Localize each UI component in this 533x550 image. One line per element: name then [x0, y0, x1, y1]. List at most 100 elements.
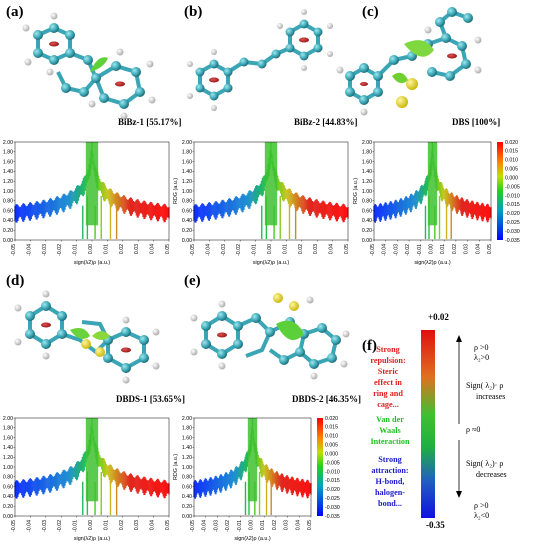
x-tick-label: 0.05: [165, 244, 171, 254]
y-tick-label: 0.60: [362, 208, 372, 214]
x-tick-label: -0.02: [225, 520, 231, 532]
y-axis-label: RDG (a.u.): [173, 178, 179, 204]
panel-label-d: (d): [6, 273, 24, 289]
repulsion-line-0: Strong: [376, 345, 400, 354]
y-tick-label: 1.00: [362, 189, 372, 195]
colorbar-tick-label: -0.030: [325, 505, 340, 511]
y-tick-label: 0.60: [3, 484, 13, 490]
rho-positive-lambda-positive-1: λ₂>0: [474, 353, 489, 362]
colorbar-tick-label: 0.010: [325, 434, 338, 440]
colorbar-tick-label: 0.020: [325, 416, 338, 422]
molecule-image-b: [187, 9, 333, 111]
rdg-chart-c: 0.00 0.20 0.40 0.60 0.80 1.00 1.20 1.40 1.60 1.80…: [353, 140, 520, 266]
x-tick-label: 0.05: [487, 244, 493, 254]
vdw-line-1: Waals: [379, 426, 400, 435]
colorbar-tick-label: -0.030: [505, 229, 520, 235]
colorbar-tick-label: -0.020: [505, 211, 520, 217]
x-tick-label: -0.04: [205, 244, 211, 256]
repulsion-label: Strong repulsion: Steric effect in ring …: [370, 345, 405, 409]
y-tick-label: 0.40: [182, 494, 192, 500]
y-tick-label: 1.40: [182, 445, 192, 451]
y-tick-label: 0.20: [182, 228, 192, 234]
x-tick-label: -0.04: [382, 244, 388, 256]
x-tick-label: 0.04: [295, 520, 301, 530]
y-tick-label: 1.20: [182, 455, 192, 461]
x-tick-label: -0.02: [405, 244, 411, 256]
panel-label-e: (e): [184, 273, 201, 289]
y-tick-label: 1.80: [182, 426, 192, 432]
x-tick-label: -0.04: [26, 244, 32, 256]
colorbar-tick-label: -0.025: [325, 496, 340, 502]
y-axis-label: RDG (a.u.): [353, 178, 359, 204]
attraction-label: Strong attraction: H-bond, halogen- bond…: [371, 455, 408, 508]
x-tick-label: 0.04: [329, 244, 335, 254]
y-tick-label: 0.60: [3, 208, 13, 214]
panel-label-f: (f): [362, 338, 377, 354]
y-tick-label: 0.40: [3, 218, 13, 224]
colorbar-tick-label: 0.020: [505, 140, 518, 146]
colorbar-tick-label: -0.015: [325, 478, 340, 484]
repulsion-line-2: Steric: [378, 367, 399, 376]
x-tick-label: 0.02: [298, 244, 304, 254]
y-tick-label: 1.20: [182, 179, 192, 185]
rdg-chart-d: 0.00 0.20 0.40 0.60 0.80 1.00 1.20 1.40 1.60 1.80…: [3, 416, 171, 542]
x-tick-label: 0.00: [249, 520, 255, 530]
rdg-scatter-points: [14, 418, 170, 516]
x-tick-label: -0.03: [213, 520, 219, 532]
y-tick-label: 1.80: [3, 426, 13, 432]
y-tick-label: 0.00: [362, 238, 372, 244]
vdw-line-2: Interaction: [370, 437, 410, 446]
colorbar-tick-label: 0.000: [325, 451, 338, 457]
x-tick-label: 0.01: [282, 244, 288, 254]
y-tick-label: 0.20: [362, 228, 372, 234]
colorbar-tick-label: -0.035: [325, 514, 340, 520]
molecule-image-a: [22, 12, 156, 120]
x-tick-label: 0.03: [134, 244, 140, 254]
caption-e: DBDS-2 [46.35%]: [292, 394, 361, 404]
attraction-line-0: Strong: [378, 455, 402, 464]
x-tick-label: 0.02: [119, 244, 125, 254]
y-tick-label: 0.40: [3, 494, 13, 500]
rdg-chart-a: 0.00 0.20 0.40 0.60 0.80 1.00 1.20 1.40 1.60 1.80…: [3, 140, 171, 266]
x-tick-label: -0.04: [26, 520, 32, 532]
y-tick-label: 1.20: [3, 455, 13, 461]
x-tick-label: 0.03: [313, 244, 319, 254]
colorbar-tick-label: -0.005: [505, 184, 520, 190]
y-tick-label: 1.00: [3, 465, 13, 471]
vdw-line-0: Van der: [376, 415, 404, 424]
x-tick-label: 0.02: [452, 244, 458, 254]
x-tick-label: 0.02: [119, 520, 125, 530]
down-arrow-icon: [456, 491, 462, 498]
legend-bottom-value: -0.35: [426, 520, 445, 530]
x-axis-label: sign(λ2)ρ (a.u.): [74, 260, 111, 266]
x-tick-label: -0.02: [57, 244, 63, 256]
molecule-image-c: [336, 7, 482, 116]
decreases-line-0: Sign( λ₂)· ρ: [466, 459, 503, 468]
y-tick-label: 1.20: [3, 179, 13, 185]
y-tick-label: 2.00: [3, 416, 13, 422]
y-tick-label: 1.40: [3, 445, 13, 451]
x-tick-label: -0.01: [73, 520, 79, 532]
x-tick-label: 0.05: [165, 520, 171, 530]
colorbar: [317, 418, 323, 516]
x-axis-label: sign(λ2)ρ (a.u.): [414, 260, 451, 266]
up-arrow-icon: [456, 335, 462, 342]
x-tick-label: 0.04: [150, 520, 156, 530]
x-tick-label: 0.04: [150, 244, 156, 254]
y-tick-label: 0.20: [3, 504, 13, 510]
x-tick-label: 0.04: [475, 244, 481, 254]
y-tick-label: 1.60: [3, 159, 13, 165]
legend-top-value: +0.02: [428, 312, 449, 322]
vdw-label: Van der Waals Interaction: [370, 415, 410, 446]
y-tick-label: 0.60: [182, 208, 192, 214]
y-tick-label: 1.80: [362, 150, 372, 156]
x-tick-label: 0.05: [307, 520, 313, 530]
y-tick-label: 1.00: [182, 465, 192, 471]
x-tick-label: -0.03: [221, 244, 227, 256]
colorbar-tick-label: -0.025: [505, 220, 520, 226]
x-tick-label: -0.01: [73, 244, 79, 256]
y-tick-label: 0.80: [182, 199, 192, 205]
rho-zero: ρ ≈0: [466, 425, 480, 434]
y-tick-label: 0.80: [362, 199, 372, 205]
